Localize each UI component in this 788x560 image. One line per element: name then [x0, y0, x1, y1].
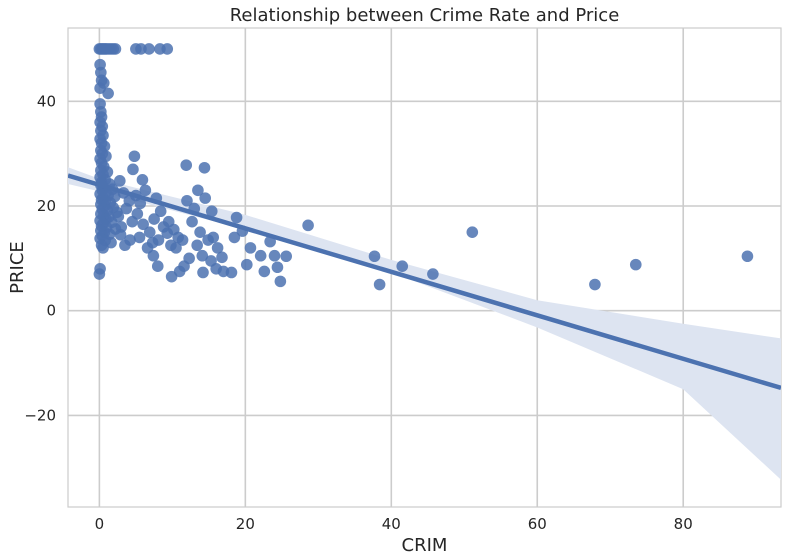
- data-point: [128, 150, 141, 163]
- data-point: [368, 250, 381, 263]
- data-point: [373, 278, 386, 291]
- data-point: [112, 210, 125, 223]
- data-point: [589, 278, 601, 291]
- data-point: [186, 215, 198, 228]
- data-point: [119, 239, 131, 252]
- data-point: [271, 261, 284, 274]
- data-point: [230, 211, 243, 224]
- data-point: [240, 258, 253, 271]
- y-axis-label: PRICE: [7, 241, 28, 294]
- data-point: [176, 234, 189, 246]
- y-tick-label: −20: [24, 406, 56, 424]
- data-point: [216, 251, 228, 264]
- data-point: [109, 43, 122, 55]
- data-point: [225, 266, 238, 279]
- y-tick-label: 20: [37, 197, 56, 215]
- data-point: [143, 43, 155, 55]
- data-point: [120, 202, 133, 215]
- data-point: [137, 218, 149, 231]
- data-point: [136, 174, 149, 186]
- data-point: [127, 163, 139, 176]
- x-tick-label: 80: [674, 515, 693, 533]
- chart-title: Relationship between Crime Rate and Pric…: [230, 5, 620, 26]
- data-point: [152, 234, 165, 246]
- y-axis-ticks: −20 0 20 40: [24, 92, 56, 424]
- data-point: [114, 175, 126, 187]
- data-point: [194, 226, 206, 238]
- data-point: [466, 226, 479, 238]
- data-point: [197, 266, 209, 279]
- data-point: [134, 197, 147, 210]
- y-tick-label: 0: [46, 302, 56, 320]
- data-point: [143, 226, 156, 238]
- plot-area: [67, 27, 782, 508]
- data-point: [135, 43, 147, 55]
- data-point: [97, 77, 110, 89]
- data-point: [192, 184, 204, 197]
- data-point: [181, 194, 193, 207]
- data-point: [148, 213, 160, 225]
- data-point: [161, 43, 174, 55]
- data-point: [97, 242, 109, 254]
- data-point: [183, 252, 195, 265]
- regression-line: [68, 173, 781, 391]
- data-point: [268, 249, 281, 262]
- data-point: [131, 208, 144, 220]
- data-point: [258, 265, 271, 278]
- y-tick-label: 40: [37, 92, 56, 110]
- data-point: [205, 205, 218, 218]
- data-point: [274, 275, 287, 288]
- data-point: [211, 242, 224, 254]
- data-point: [427, 268, 439, 280]
- data-point: [254, 249, 267, 262]
- x-tick-label: 20: [236, 515, 255, 533]
- data-point: [302, 219, 314, 232]
- data-point: [198, 161, 211, 174]
- data-point: [94, 263, 106, 275]
- data-point: [396, 260, 409, 272]
- data-point: [114, 228, 127, 241]
- data-point: [244, 242, 257, 254]
- x-tick-label: 0: [95, 515, 105, 533]
- data-point: [133, 231, 146, 244]
- x-tick-label: 40: [382, 515, 401, 533]
- data-point: [170, 242, 182, 254]
- data-point: [102, 87, 114, 100]
- scatter-points: [93, 43, 754, 291]
- data-point: [199, 192, 211, 204]
- x-axis-ticks: 0 20 40 60 80: [95, 515, 693, 533]
- data-point: [280, 250, 293, 263]
- data-point: [629, 258, 642, 271]
- grid: [68, 28, 781, 507]
- data-point: [741, 250, 754, 263]
- x-axis-label: CRIM: [402, 535, 448, 556]
- x-tick-label: 60: [528, 515, 547, 533]
- data-point: [180, 159, 193, 171]
- data-point: [154, 205, 167, 218]
- data-point: [191, 239, 203, 252]
- data-point: [147, 249, 160, 262]
- data-point: [139, 184, 152, 197]
- data-point: [196, 249, 209, 262]
- data-point: [151, 260, 164, 272]
- data-point: [228, 231, 241, 244]
- data-point: [207, 231, 220, 244]
